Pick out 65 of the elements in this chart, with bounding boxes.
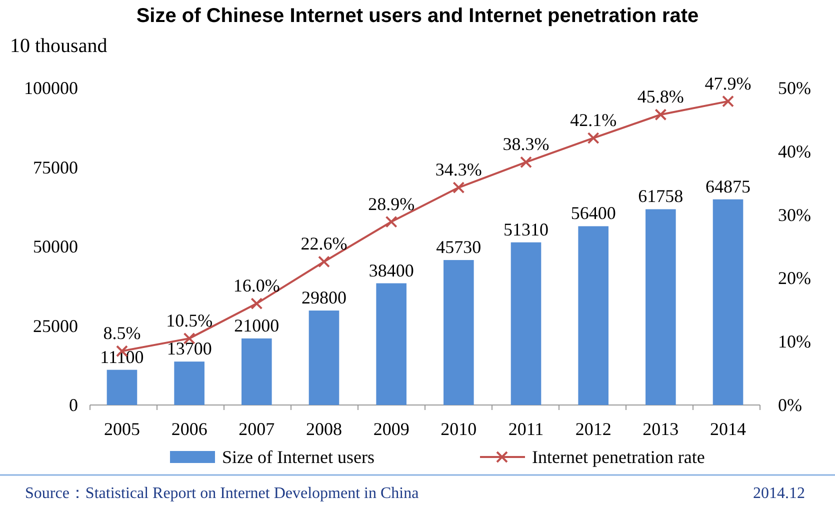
point bbox=[385, 216, 398, 228]
data-label: 29800 bbox=[301, 288, 346, 308]
data-label: 38.3% bbox=[502, 134, 550, 154]
point bbox=[250, 298, 263, 310]
data-label: 61758 bbox=[638, 186, 684, 206]
y2-tick-label: 20% bbox=[778, 268, 811, 288]
data-label: 34.3% bbox=[435, 160, 482, 180]
data-label: 56400 bbox=[570, 203, 616, 224]
x-tick-label: 2005 bbox=[104, 419, 140, 439]
data-label: 10.5% bbox=[166, 310, 213, 330]
data-label: 38400 bbox=[368, 260, 414, 280]
x-tick-label: 2013 bbox=[642, 419, 679, 439]
data-label: 42.1% bbox=[570, 110, 617, 130]
data-label: 45.8% bbox=[637, 86, 684, 107]
data-label: 22.6% bbox=[300, 234, 348, 254]
data-label: 16.0% bbox=[233, 276, 280, 296]
y2-tick-label: 10% bbox=[778, 332, 811, 352]
point bbox=[520, 156, 532, 168]
data-label: 28.9% bbox=[368, 194, 415, 214]
data-label: 51310 bbox=[504, 219, 549, 240]
y-axis-title: 10 thousand bbox=[10, 35, 108, 57]
legend-label: Internet penetration rate bbox=[532, 447, 705, 467]
x-tick-label: 2011 bbox=[508, 419, 544, 439]
point bbox=[654, 108, 667, 121]
x-tick-label: 2008 bbox=[306, 419, 342, 439]
bar bbox=[174, 362, 204, 405]
bar bbox=[578, 226, 608, 405]
x-tick-label: 2014 bbox=[710, 419, 746, 439]
text: 2014.12 bbox=[753, 485, 805, 502]
data-label: 45730 bbox=[436, 237, 482, 258]
data-label: 64875 bbox=[706, 176, 751, 196]
y2-tick-label: 50% bbox=[778, 78, 811, 98]
legend-label: Size of Internet users bbox=[222, 447, 374, 467]
bar bbox=[242, 338, 272, 405]
bar bbox=[376, 283, 406, 405]
y-tick-label: 0 bbox=[69, 395, 78, 415]
point bbox=[587, 132, 600, 144]
y-tick-label: 50000 bbox=[33, 236, 78, 256]
x-tick-label: 2009 bbox=[373, 419, 410, 439]
point bbox=[722, 95, 734, 108]
data-label: 11100 bbox=[100, 346, 144, 367]
data-label: 47.9% bbox=[704, 73, 752, 94]
y-tick-label: 100000 bbox=[24, 78, 78, 98]
x-tick-label: 2010 bbox=[440, 419, 477, 439]
data-label: 13700 bbox=[166, 338, 212, 359]
bar bbox=[510, 242, 542, 405]
bar bbox=[308, 310, 340, 405]
y-tick-label: 25000 bbox=[33, 316, 78, 336]
data-label: 21000 bbox=[234, 315, 280, 336]
data-label: 8.5% bbox=[103, 323, 141, 344]
x-tick-label: 2006 bbox=[171, 419, 208, 439]
point bbox=[318, 256, 330, 268]
y2-tick-label: 40% bbox=[778, 141, 811, 162]
source-note: Source：Statistical Report on Internet Development in China bbox=[25, 485, 419, 502]
bar bbox=[444, 260, 474, 405]
chart-title: Size of Chinese Internet users and Internet penetration rate bbox=[136, 5, 699, 27]
bar bbox=[712, 199, 744, 405]
bar bbox=[646, 209, 676, 405]
bar bbox=[106, 370, 138, 405]
y2-tick-label: 30% bbox=[778, 204, 811, 225]
point bbox=[452, 182, 465, 194]
x-tick-label: 2007 bbox=[238, 419, 275, 439]
x-tick-label: 2012 bbox=[575, 419, 612, 439]
y-tick-label: 75000 bbox=[33, 157, 78, 178]
y2-tick-label: 0% bbox=[778, 395, 802, 415]
